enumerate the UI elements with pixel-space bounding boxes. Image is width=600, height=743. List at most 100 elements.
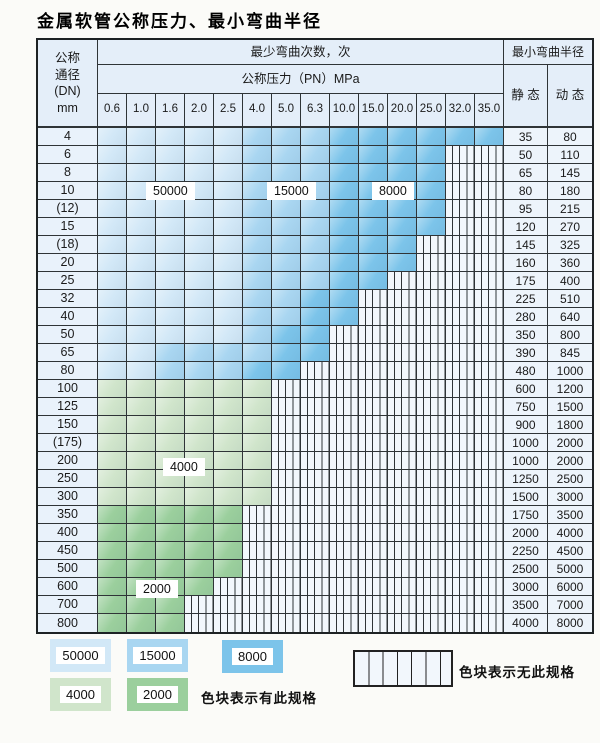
cycle-count-label: 2000 <box>136 580 178 598</box>
no-spec-cell <box>388 596 417 614</box>
spec-cell <box>98 434 127 452</box>
spec-cell <box>272 218 301 236</box>
no-spec-cell <box>330 344 359 362</box>
no-spec-cell <box>214 596 243 614</box>
spec-cell <box>330 218 359 236</box>
spec-cell <box>156 272 185 290</box>
static-radius-cell: 2000 <box>504 524 548 542</box>
spec-cell <box>185 380 214 398</box>
spec-cell <box>127 452 156 470</box>
spec-cell <box>388 236 417 254</box>
legend-swatch-8000: 8000 <box>222 640 283 673</box>
spec-cell <box>127 416 156 434</box>
no-spec-cell <box>417 434 446 452</box>
spec-cell <box>388 218 417 236</box>
spec-cell <box>214 218 243 236</box>
spec-cell <box>98 254 127 272</box>
spec-cell <box>243 380 272 398</box>
no-spec-cell <box>301 380 330 398</box>
no-spec-cell <box>243 524 272 542</box>
spec-cell <box>214 344 243 362</box>
no-spec-cell <box>388 560 417 578</box>
page-title: 金属软管公称压力、最小弯曲半径 <box>37 12 322 32</box>
no-spec-cell <box>388 362 417 380</box>
no-spec-cell <box>359 290 388 308</box>
no-spec-cell <box>185 596 214 614</box>
no-spec-cell <box>330 542 359 560</box>
spec-cell <box>272 308 301 326</box>
spec-cell <box>127 146 156 164</box>
spec-cell <box>359 146 388 164</box>
legend-hatch-swatch <box>353 650 453 687</box>
spec-cell <box>214 416 243 434</box>
spec-cell <box>156 128 185 146</box>
spec-cell <box>127 434 156 452</box>
no-spec-cell <box>417 614 446 632</box>
static-radius-cell: 95 <box>504 200 548 218</box>
spec-cell <box>185 524 214 542</box>
dn-cell: 80 <box>38 362 98 380</box>
no-spec-cell <box>446 308 475 326</box>
dynamic-radius-cell: 360 <box>548 254 592 272</box>
dn-cell: 65 <box>38 344 98 362</box>
dn-cell: 150 <box>38 416 98 434</box>
static-radius-cell: 35 <box>504 128 548 146</box>
spec-cell <box>214 560 243 578</box>
legend-swatch-2000: 2000 <box>127 678 188 711</box>
no-spec-cell <box>243 596 272 614</box>
pressure-col-header: 4.0 <box>243 94 272 128</box>
spec-cell <box>127 380 156 398</box>
dynamic-radius-cell: 1500 <box>548 398 592 416</box>
dn-cell: 300 <box>38 488 98 506</box>
dynamic-radius-cell: 180 <box>548 182 592 200</box>
spec-cell <box>98 614 127 632</box>
no-spec-cell <box>272 542 301 560</box>
no-spec-cell <box>388 290 417 308</box>
no-spec-cell <box>301 578 330 596</box>
spec-cell <box>301 164 330 182</box>
spec-cell <box>98 362 127 380</box>
dn-cell: 10 <box>38 182 98 200</box>
spec-cell <box>243 236 272 254</box>
dynamic-radius-cell: 800 <box>548 326 592 344</box>
spec-cell <box>156 146 185 164</box>
no-spec-cell <box>272 506 301 524</box>
static-radius-cell: 175 <box>504 272 548 290</box>
spec-cell <box>185 416 214 434</box>
dynamic-radius-cell: 3500 <box>548 506 592 524</box>
spec-cell <box>156 236 185 254</box>
legend-swatch-4000: 4000 <box>50 678 111 711</box>
spec-cell <box>98 524 127 542</box>
dynamic-radius-cell: 1800 <box>548 416 592 434</box>
no-spec-cell <box>214 614 243 632</box>
spec-cell <box>214 488 243 506</box>
spec-cell <box>214 380 243 398</box>
dynamic-radius-cell: 2000 <box>548 452 592 470</box>
spec-cell <box>330 128 359 146</box>
spec-cell <box>388 200 417 218</box>
dn-cell: 500 <box>38 560 98 578</box>
static-radius-cell: 2250 <box>504 542 548 560</box>
no-spec-cell <box>330 470 359 488</box>
spec-cell <box>127 326 156 344</box>
legend-swatch-15000: 15000 <box>127 639 188 672</box>
spec-cell <box>301 326 330 344</box>
no-spec-cell <box>301 560 330 578</box>
dynamic-radius-cell: 510 <box>548 290 592 308</box>
spec-cell <box>156 290 185 308</box>
dn-cell: 100 <box>38 380 98 398</box>
static-radius-cell: 280 <box>504 308 548 326</box>
no-spec-cell <box>417 524 446 542</box>
spec-cell <box>98 128 127 146</box>
spec-cell <box>185 254 214 272</box>
dn-header-line: 公称 <box>54 51 80 65</box>
spec-cell <box>214 542 243 560</box>
spec-cell <box>301 290 330 308</box>
no-spec-cell <box>330 452 359 470</box>
legend-swatch-label: 50000 <box>56 647 105 664</box>
static-radius-cell: 480 <box>504 362 548 380</box>
spec-cell <box>156 254 185 272</box>
spec-cell <box>98 290 127 308</box>
spec-cell <box>243 218 272 236</box>
spec-cell <box>185 128 214 146</box>
